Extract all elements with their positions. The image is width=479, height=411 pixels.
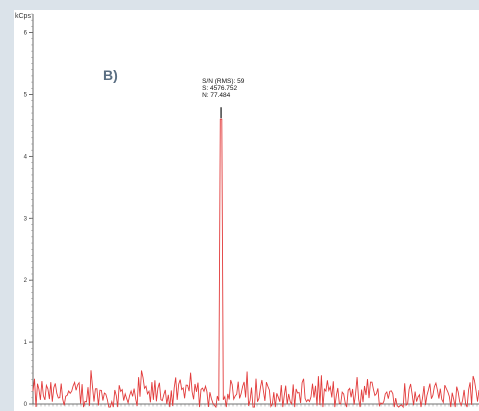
y-axis-ticks: 0 1 2 3 4 5 6 — [24, 13, 33, 408]
y-tick-label: 4 — [24, 154, 28, 160]
y-tick-label: 1 — [24, 340, 28, 346]
y-tick-label: 3 — [24, 216, 28, 222]
panel-label: B) — [103, 67, 118, 83]
peak-annotation-line: S/N (RMS): 59 — [202, 78, 245, 85]
y-tick-label: 2 — [24, 278, 28, 284]
y-tick-label: 0 — [24, 402, 28, 408]
series-signal-line — [32, 118, 479, 409]
plot-area — [14, 10, 479, 411]
x-axis-ticks — [32, 404, 478, 407]
y-axis-unit-label: kCps — [15, 13, 31, 20]
y-tick-label: 6 — [24, 31, 28, 37]
peak-annotation-line: N: 77.484 — [202, 92, 231, 99]
peak-annotation-line: S: 4576.752 — [202, 85, 237, 92]
y-tick-label: 5 — [24, 92, 28, 98]
